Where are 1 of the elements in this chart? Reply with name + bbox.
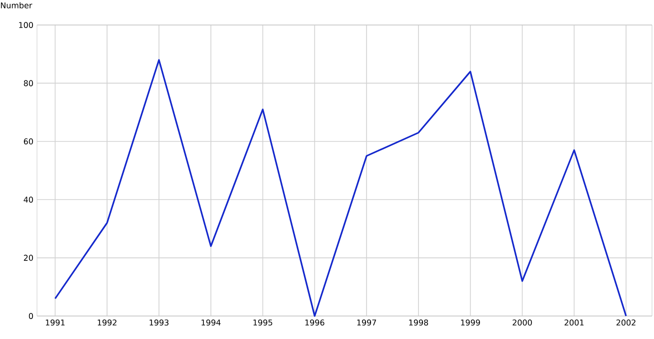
line-series bbox=[54, 59, 627, 317]
